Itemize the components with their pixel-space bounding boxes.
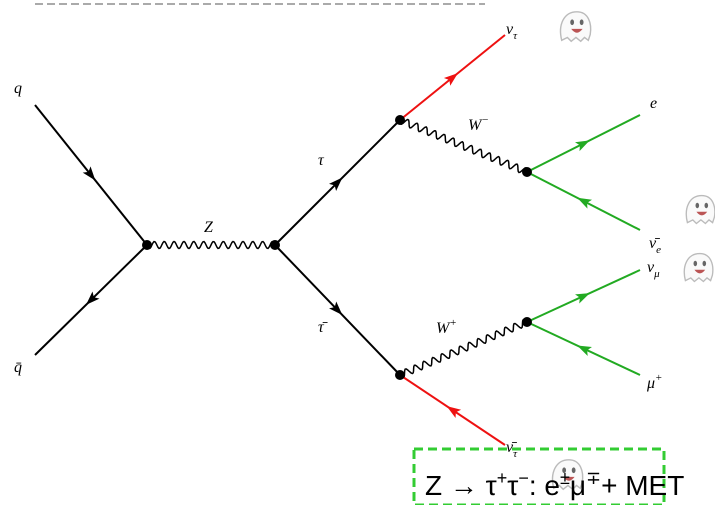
feynman-diagram: Z → τ+τ−: e±μ∓+ MET qq̄Zττ̄W−W+ντeν̄eνμμ… (0, 0, 715, 505)
label-base: μ (646, 375, 655, 392)
vertex (522, 167, 532, 177)
label-sub: μ (653, 268, 660, 280)
particle-label: ντ (506, 21, 518, 42)
particle-label: ν̄e (649, 235, 661, 256)
label-sub: e (656, 244, 661, 256)
summary-sup: ∓ (586, 468, 601, 488)
particle-label: q (14, 80, 22, 97)
vertex (395, 115, 405, 125)
vertex (270, 240, 280, 250)
label-base: τ̄ (318, 319, 328, 336)
boson-line (147, 242, 275, 249)
vertex (395, 370, 405, 380)
arrowhead (575, 341, 592, 356)
arrowhead (444, 402, 461, 418)
particle-label: e (650, 95, 657, 112)
label-sub: τ (513, 30, 518, 42)
particle-label: q̄ (14, 359, 22, 376)
ghost-icon (561, 12, 591, 41)
label-sup: − (481, 114, 488, 126)
summary-part: + MET (601, 470, 684, 501)
summary-sup: − (518, 468, 529, 488)
label-sup: + (655, 372, 662, 384)
ghost-icon (684, 254, 713, 282)
summary-part: μ (570, 470, 586, 501)
arrowhead (575, 193, 592, 208)
ghost-icon (686, 196, 715, 224)
arrowhead (575, 136, 592, 151)
page: Z → τ+τ−: e±μ∓+ MET qq̄Zττ̄W−W+ντeν̄eνμμ… (0, 0, 715, 505)
summary-part: : e (529, 470, 560, 501)
summary-sup: + (497, 468, 508, 488)
vertex (142, 240, 152, 250)
label-base: e (650, 95, 657, 112)
label-base: q (14, 80, 22, 97)
particle-label: Z (204, 219, 214, 236)
boson-line (400, 119, 527, 172)
summary-sup: ± (560, 468, 570, 488)
summary-text: Z → τ+τ−: e±μ∓+ MET (425, 468, 684, 501)
vertex (522, 317, 532, 327)
label-base: τ (318, 152, 325, 169)
label-base: q̄ (14, 359, 22, 376)
particle-label: τ (318, 152, 325, 169)
particle-label: W− (468, 114, 489, 134)
summary-part: Z → τ (425, 470, 497, 501)
arrowhead (575, 289, 592, 304)
particle-label: τ̄ (318, 319, 328, 336)
particle-label: νμ (647, 259, 660, 280)
summary-part: τ (507, 470, 518, 501)
particle-label: W+ (436, 317, 457, 337)
label-sup: + (449, 317, 456, 329)
label-base: Z (204, 219, 214, 236)
particle-label: ν̄τ (506, 439, 518, 460)
boson-line (400, 320, 526, 378)
particle-label: μ+ (646, 372, 662, 392)
